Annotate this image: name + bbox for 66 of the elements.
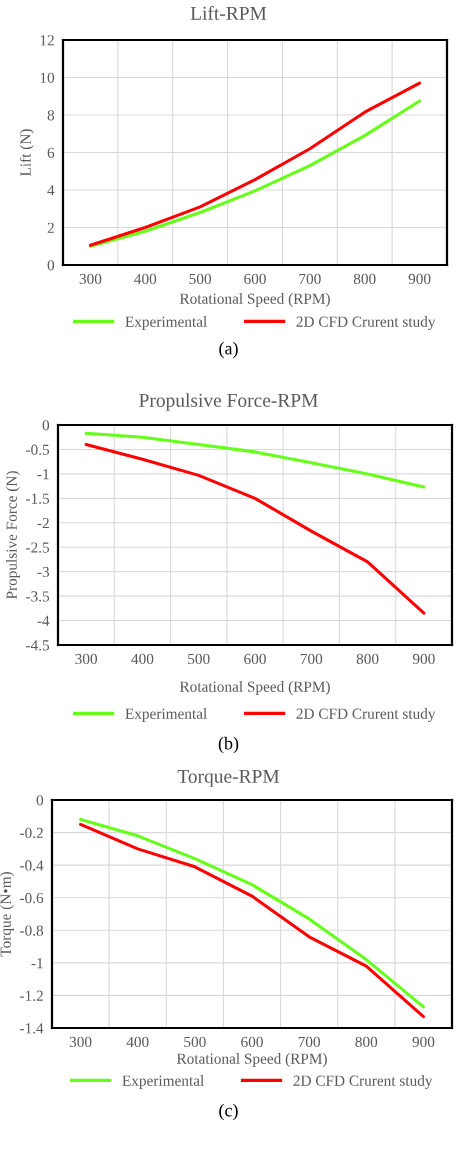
x-tick-label: 300 <box>79 273 102 285</box>
y-tick-label: -0.2 <box>20 827 43 839</box>
y-tick-label: -2.5 <box>26 542 50 553</box>
y-tick-label: -2 <box>37 517 49 529</box>
x-tick-label: 600 <box>241 1036 263 1048</box>
legend-label: Experimental <box>125 316 207 330</box>
y-tick-label: -3.5 <box>26 591 50 602</box>
x-tick-label: 900 <box>412 653 435 665</box>
y-tick-label: 10 <box>40 72 55 83</box>
x-tick-label: 600 <box>244 273 266 285</box>
x-tick-label: 700 <box>299 273 321 285</box>
y-tick-label: 8 <box>47 110 55 121</box>
x-tick-label: 400 <box>134 273 157 285</box>
y-tick-label: 0 <box>42 420 50 431</box>
x-tick-label: 700 <box>298 1036 321 1048</box>
x-axis-title: Rotational Speed (RPM) <box>179 293 330 307</box>
x-tick-label: 500 <box>189 273 212 285</box>
text: (c) <box>219 1103 238 1121</box>
x-tick-label: 500 <box>188 653 210 665</box>
y-axis-title: Torque (N•m) <box>0 872 14 957</box>
y-axis-title: Lift (N) <box>19 129 34 177</box>
y-tick-label: -0.5 <box>26 444 50 455</box>
text: (b) <box>218 736 239 754</box>
y-tick-label: -1.4 <box>20 1023 44 1034</box>
x-tick-label: 800 <box>355 1036 378 1048</box>
x-tick-label: 900 <box>412 1036 435 1048</box>
x-axis-title: Rotational Speed (RPM) <box>179 681 330 695</box>
y-tick-label: -1 <box>31 958 43 969</box>
y-tick-label: -0.8 <box>20 925 44 936</box>
legend-label: 2D CFD Crurent study <box>296 316 436 330</box>
y-tick-label: 2 <box>47 222 54 233</box>
y-tick-label: 12 <box>40 35 54 46</box>
x-tick-label: 400 <box>131 653 154 665</box>
x-tick-label: 800 <box>356 653 379 665</box>
legend-label: 2D CFD Crurent study <box>296 708 436 722</box>
line-series <box>84 443 426 615</box>
x-tick-label: 700 <box>300 653 323 665</box>
x-tick-label: 500 <box>184 1036 206 1048</box>
legend-label: Experimental <box>125 708 207 722</box>
x-tick-label: 900 <box>408 273 431 285</box>
x-tick-label: 600 <box>244 653 266 665</box>
y-tick-label: 0 <box>47 260 55 271</box>
x-axis-title: Rotational Speed (RPM) <box>176 1053 327 1067</box>
chart-title: Propulsive Force-RPM <box>139 393 318 411</box>
y-tick-label: -4.5 <box>26 640 50 651</box>
legend-label: 2D CFD Crurent study <box>293 1075 433 1089</box>
x-tick-label: 400 <box>126 1036 149 1048</box>
y-tick-label: -3 <box>37 566 50 578</box>
y-tick-label: -1.5 <box>26 493 50 504</box>
y-tick-label: -0.4 <box>20 860 44 871</box>
chart-title: Lift-RPM <box>190 5 267 20</box>
x-tick-label: 300 <box>69 1036 92 1048</box>
y-tick-label: -0.6 <box>20 892 44 904</box>
y-axis-title: Propulsive Force (N) <box>6 471 20 600</box>
line-series <box>84 431 426 489</box>
x-tick-label: 800 <box>353 273 376 285</box>
y-tick-label: -1.2 <box>20 990 43 1001</box>
chart-title: Torque-RPM <box>177 769 280 787</box>
x-tick-label: 300 <box>75 653 98 665</box>
y-tick-label: 0 <box>36 795 44 806</box>
y-tick-label: 4 <box>47 185 55 196</box>
y-tick-label: -4 <box>37 615 50 626</box>
y-tick-label: 6 <box>47 147 55 158</box>
text: (a) <box>219 341 238 359</box>
y-tick-label: -1 <box>37 469 49 480</box>
legend-label: Experimental <box>122 1075 204 1089</box>
